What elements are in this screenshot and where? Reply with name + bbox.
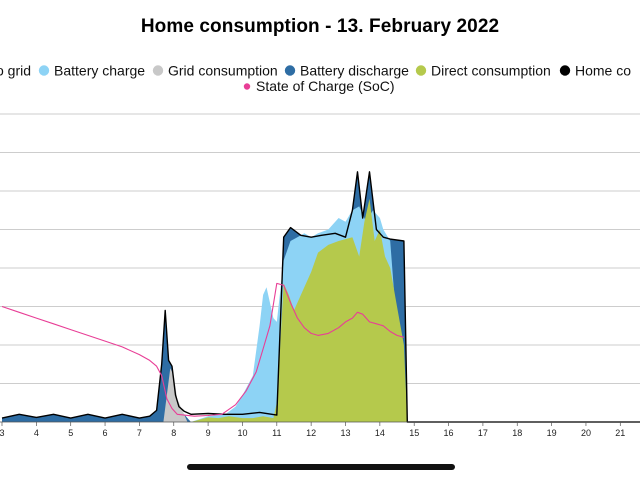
x-tick-label: 6 [103,428,108,438]
legend-item[interactable]: Direct consumption [415,63,551,79]
legend: o grid Battery charge Grid consumption Batt… [0,63,631,95]
legend-marker [243,83,251,90]
x-tick-label: 10 [237,428,247,438]
legend-label: Battery discharge [300,63,409,79]
x-tick-label: 7 [137,428,142,438]
legend-item[interactable]: Battery discharge [284,63,409,79]
legend-item[interactable]: Home co [559,63,631,79]
series-areas [2,171,408,422]
legend-marker [559,65,571,76]
x-tick-label: 14 [375,428,385,438]
state-of-charge-soc-line [1,282,405,417]
x-tick-label: 21 [615,428,625,438]
x-tick-label: 20 [581,428,591,438]
x-tick-label: 18 [512,428,522,438]
x-tick-label: 16 [444,428,454,438]
x-tick-label: 9 [206,428,211,438]
legend-marker [38,65,50,76]
series-lines [1,171,640,423]
x-tick-label: 19 [547,428,557,438]
legend-label: Battery charge [54,63,145,79]
direct-consumption-area [190,198,408,422]
legend-label: Grid consumption [168,63,278,79]
legend-marker [415,65,427,76]
x-tick-label: 17 [478,428,488,438]
legend-item[interactable]: o grid [0,63,31,79]
chart-title: Home consumption - 13. February 2022 [140,16,500,37]
legend-item[interactable]: Battery charge [38,63,145,79]
home-consumption-line [1,171,640,423]
legend-label: o grid [0,63,31,79]
legend-label: State of Charge (SoC) [256,78,395,94]
legend-marker [152,65,164,76]
legend-item[interactable]: State of Charge (SoC) [243,78,395,94]
x-tick-label: 8 [171,428,176,438]
home-indicator[interactable] [187,464,455,470]
x-tick-label: 13 [340,428,350,438]
x-tick-label: 15 [409,428,419,438]
legend-marker [284,65,296,76]
x-tick-label: 4 [34,428,39,438]
x-tick-label: 11 [272,428,281,438]
legend-label: Direct consumption [431,63,551,79]
x-tick-label: 5 [68,428,73,438]
legend-item[interactable]: Grid consumption [152,63,278,79]
x-tick-label: 12 [306,428,316,438]
x-axis-ticks: 3 4 5 6 7 8 9 10 11 12 13 14 15 16 17 18 19 20 21 [0,422,625,438]
x-tick-label: 3 [0,428,5,438]
legend-label: Home co [575,63,631,79]
